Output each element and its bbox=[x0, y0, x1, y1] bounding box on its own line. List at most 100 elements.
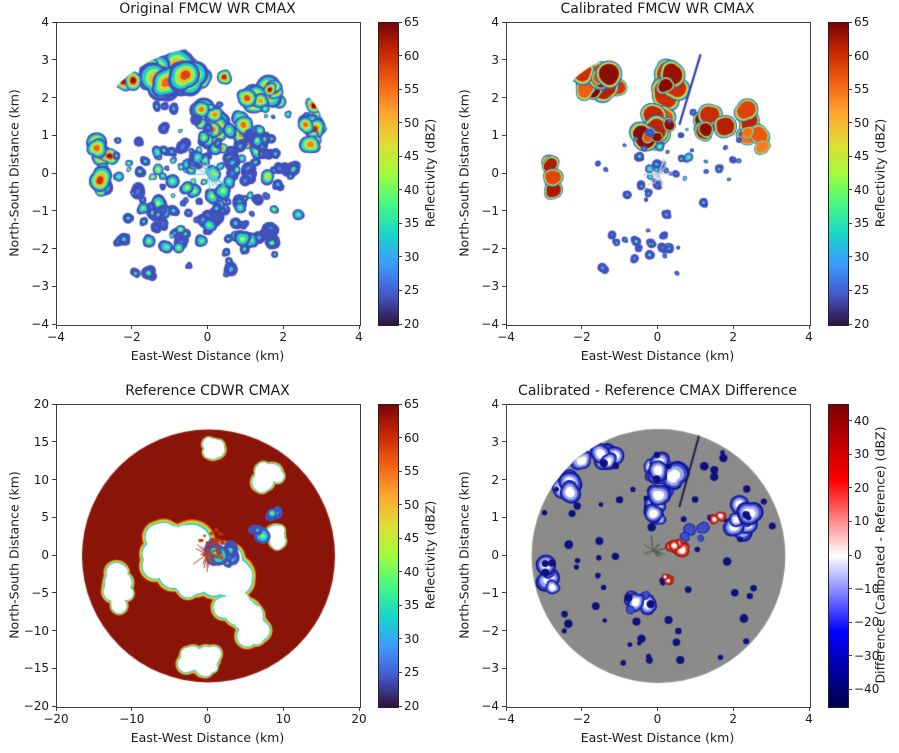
colorbar-tick-mark bbox=[398, 470, 402, 472]
y-tick-label: 1 bbox=[491, 128, 499, 143]
colorbar-tick-mark bbox=[398, 256, 402, 258]
y-tick-mark bbox=[502, 592, 506, 594]
x-tick-mark bbox=[808, 707, 810, 711]
plot-area bbox=[506, 404, 811, 708]
x-axis-label: East-West Distance (km) bbox=[130, 730, 285, 745]
y-tick-mark bbox=[52, 210, 56, 212]
colorbar-tick-label: 35 bbox=[404, 216, 420, 231]
y-tick-mark bbox=[52, 248, 56, 249]
colorbar-tick-label: 20 bbox=[854, 480, 870, 495]
y-tick-mark bbox=[52, 705, 56, 707]
colorbar-tick-mark bbox=[398, 21, 402, 23]
y-tick-mark bbox=[502, 134, 506, 136]
colorbar-tick-mark bbox=[848, 189, 852, 191]
colorbar-tick-label: 20 bbox=[404, 699, 420, 713]
colorbar-label: Reflectivity (dBZ) bbox=[872, 118, 888, 228]
colorbar-tick-mark bbox=[848, 222, 852, 224]
colorbar-tick-mark bbox=[848, 688, 852, 690]
colorbar-tick-label: −20 bbox=[854, 615, 880, 630]
colorbar-tick-label: 30 bbox=[854, 447, 870, 462]
x-tick-label: −2 bbox=[122, 330, 141, 344]
colorbar-tick-mark bbox=[398, 88, 402, 90]
colorbar-tick-mark bbox=[848, 323, 852, 325]
panel-title: Original FMCW WR CMAX bbox=[119, 1, 296, 17]
y-tick-label: −10 bbox=[23, 623, 49, 638]
colorbar-tick-mark bbox=[848, 55, 852, 57]
colorbar-tick-label: 35 bbox=[854, 216, 870, 231]
colorbar-tick-label: 40 bbox=[404, 182, 420, 197]
x-tick-mark bbox=[55, 325, 57, 329]
y-tick-label: 5 bbox=[41, 510, 49, 525]
y-tick-mark bbox=[52, 285, 56, 287]
panel-original-fmcw-cmax: Original FMCW WR CMAX North-South Distan… bbox=[0, 0, 449, 376]
colorbar-tick-label: −40 bbox=[854, 682, 880, 697]
x-tick-label: 0 bbox=[653, 712, 662, 726]
colorbar bbox=[828, 22, 849, 326]
x-tick-mark bbox=[207, 325, 208, 329]
plot-area bbox=[506, 22, 811, 326]
x-tick-label: 10 bbox=[275, 712, 291, 726]
panel-calibrated-fmcw-cmax: Calibrated FMCW WR CMAX North-South Dist… bbox=[450, 0, 899, 376]
colorbar-tick-label: 40 bbox=[854, 413, 870, 428]
colorbar-tick-label: 45 bbox=[854, 149, 870, 164]
y-tick-label: 2 bbox=[491, 90, 499, 105]
y-tick-label: −1 bbox=[31, 203, 49, 218]
x-tick-mark bbox=[207, 707, 208, 711]
colorbar-tick-mark bbox=[398, 403, 402, 405]
x-tick-label: −4 bbox=[497, 330, 515, 344]
colorbar-tick-mark bbox=[398, 122, 402, 124]
colorbar-tick-mark bbox=[848, 621, 852, 623]
colorbar-tick-mark bbox=[848, 420, 852, 422]
x-tick-label: −2 bbox=[572, 330, 591, 344]
y-tick-label: 4 bbox=[491, 397, 499, 411]
x-tick-mark bbox=[358, 707, 360, 711]
colorbar-tick-label: 55 bbox=[404, 464, 420, 479]
panel-title: Calibrated FMCW WR CMAX bbox=[560, 1, 755, 17]
y-tick-mark bbox=[502, 516, 506, 518]
y-tick-mark bbox=[502, 441, 506, 443]
colorbar-tick-label: 0 bbox=[854, 548, 862, 562]
x-tick-mark bbox=[808, 325, 810, 329]
x-tick-mark bbox=[581, 707, 583, 711]
colorbar-tick-mark bbox=[848, 588, 852, 590]
y-tick-label: −20 bbox=[23, 699, 49, 713]
y-tick-label: 0 bbox=[491, 166, 499, 180]
y-tick-label: −1 bbox=[481, 203, 499, 218]
y-tick-mark bbox=[502, 59, 506, 61]
panel-title: Calibrated - Reference CMAX Difference bbox=[518, 383, 797, 399]
y-tick-label: 2 bbox=[491, 472, 499, 487]
panel-reference-cdwr-cmax: Reference CDWR CMAX North-South Distance… bbox=[0, 377, 449, 753]
y-tick-label: −15 bbox=[23, 661, 49, 676]
x-axis-label: East-West Distance (km) bbox=[580, 348, 735, 363]
radar-field-canvas bbox=[57, 23, 360, 325]
colorbar-tick-label: 50 bbox=[854, 115, 870, 130]
y-tick-label: −3 bbox=[481, 661, 499, 676]
colorbar-tick-mark bbox=[848, 289, 852, 291]
colorbar-tick-label: 30 bbox=[404, 249, 420, 264]
x-tick-label: 2 bbox=[279, 330, 288, 344]
colorbar-gradient bbox=[379, 405, 398, 707]
y-tick-mark bbox=[52, 479, 56, 480]
y-tick-label: 3 bbox=[491, 434, 499, 449]
colorbar-tick-mark bbox=[398, 638, 402, 640]
colorbar-tick-mark bbox=[848, 155, 852, 157]
radar-field-canvas bbox=[57, 405, 360, 707]
x-tick-label: 4 bbox=[805, 330, 813, 344]
x-tick-label: −10 bbox=[119, 712, 145, 726]
colorbar bbox=[378, 404, 399, 708]
colorbar-tick-mark bbox=[398, 323, 402, 325]
y-tick-mark bbox=[502, 667, 506, 669]
colorbar-tick-mark bbox=[848, 487, 852, 489]
colorbar bbox=[828, 404, 849, 708]
x-tick-mark bbox=[282, 325, 284, 329]
y-tick-label: 20 bbox=[33, 397, 49, 411]
x-axis-label: East-West Distance (km) bbox=[130, 348, 285, 363]
colorbar-tick-mark bbox=[398, 504, 402, 506]
colorbar-tick-label: −10 bbox=[854, 581, 880, 596]
colorbar-label: Reflectivity (dBZ) bbox=[422, 500, 438, 610]
x-tick-label: −4 bbox=[47, 330, 65, 344]
colorbar-tick-label: 30 bbox=[404, 631, 420, 646]
x-tick-label: 4 bbox=[355, 330, 363, 344]
y-tick-mark bbox=[52, 667, 56, 669]
